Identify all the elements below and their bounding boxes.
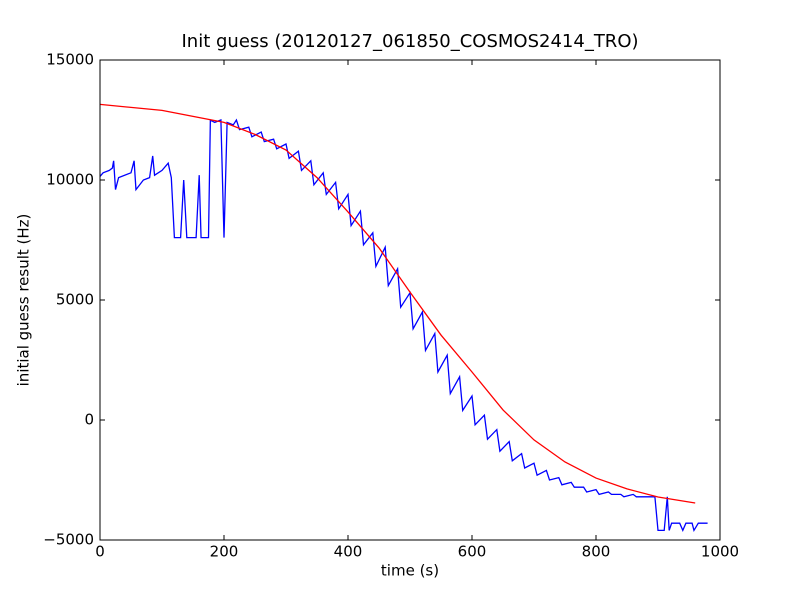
chart-title: Init guess (20120127_061850_COSMOS2414_T… — [181, 31, 638, 52]
x-tick-label: 1000 — [701, 543, 739, 561]
line-series — [99, 118, 708, 533]
x-tick-label: 600 — [458, 543, 487, 561]
y-tick-label: 0 — [84, 411, 94, 429]
x-tick-label: 0 — [95, 543, 105, 561]
y-axis-label: initial guess result (Hz) — [15, 214, 33, 387]
y-tick-label: 15000 — [46, 51, 94, 69]
x-tick-label: 800 — [582, 543, 611, 561]
x-tick-label: 400 — [334, 543, 363, 561]
x-axis-label: time (s) — [381, 562, 439, 580]
line-series — [99, 103, 696, 504]
y-tick-label: 10000 — [46, 171, 94, 189]
x-tick-label: 200 — [210, 543, 239, 561]
y-tick-label: 5000 — [56, 291, 94, 309]
y-tick-label: −5000 — [43, 531, 94, 549]
